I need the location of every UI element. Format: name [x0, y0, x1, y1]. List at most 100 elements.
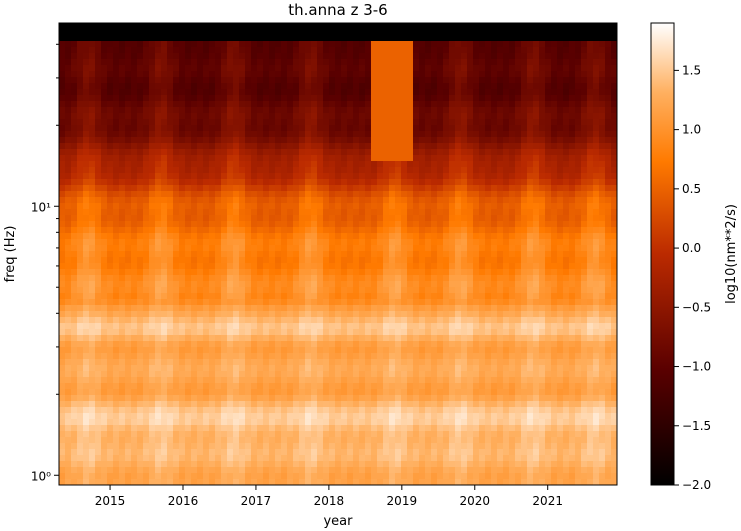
- heatmap-cell: [125, 125, 132, 132]
- heatmap-cell: [401, 257, 408, 264]
- heatmap-cell: [371, 281, 378, 288]
- heatmap-cell: [473, 113, 480, 120]
- heatmap-cell: [395, 263, 402, 270]
- heatmap-cell: [377, 107, 384, 114]
- heatmap-cell: [407, 113, 414, 120]
- heatmap-cell: [335, 23, 342, 30]
- heatmap-cell: [131, 233, 138, 240]
- heatmap-cell: [557, 173, 564, 180]
- heatmap-cell: [197, 155, 204, 162]
- heatmap-cell: [425, 155, 432, 162]
- heatmap-cell: [545, 287, 552, 294]
- heatmap-cell: [65, 329, 72, 336]
- heatmap-cell: [167, 143, 174, 150]
- heatmap-cell: [233, 323, 240, 330]
- heatmap-cell: [401, 239, 408, 246]
- heatmap-cell: [341, 269, 348, 276]
- heatmap-cell: [491, 215, 498, 222]
- heatmap-cell: [587, 179, 594, 186]
- heatmap-cell: [443, 167, 450, 174]
- heatmap-cell: [539, 323, 546, 330]
- heatmap-cell: [425, 305, 432, 312]
- heatmap-cell: [281, 125, 288, 132]
- heatmap-cell: [377, 227, 384, 234]
- heatmap-cell: [299, 173, 306, 180]
- heatmap-cell: [365, 185, 372, 192]
- heatmap-cell: [341, 137, 348, 144]
- heatmap-cell: [125, 71, 132, 78]
- heatmap-cell: [461, 95, 468, 102]
- heatmap-cell: [365, 65, 372, 72]
- heatmap-cell: [71, 155, 78, 162]
- heatmap-cell: [389, 71, 396, 78]
- heatmap-cell: [269, 323, 276, 330]
- heatmap-cell: [287, 149, 294, 156]
- heatmap-cell: [125, 245, 132, 252]
- heatmap-cell: [179, 341, 186, 348]
- heatmap-cell: [185, 263, 192, 270]
- heatmap-cell: [359, 275, 366, 282]
- heatmap-cell: [311, 107, 318, 114]
- heatmap-cell: [557, 257, 564, 264]
- heatmap-cell: [311, 173, 318, 180]
- heatmap-cell: [431, 65, 438, 72]
- heatmap-cell: [569, 23, 576, 30]
- heatmap-cell: [611, 113, 617, 120]
- heatmap-cell: [497, 35, 504, 42]
- heatmap-cell: [569, 203, 576, 210]
- heatmap-cell: [287, 311, 294, 318]
- heatmap-cell: [167, 155, 174, 162]
- heatmap-cell: [245, 197, 252, 204]
- heatmap-cell: [299, 323, 306, 330]
- heatmap-cell: [251, 137, 258, 144]
- heatmap-cell: [221, 35, 228, 42]
- heatmap-cell: [137, 113, 144, 120]
- heatmap-cell: [293, 341, 300, 348]
- heatmap-cell: [593, 23, 600, 30]
- heatmap-cell: [221, 83, 228, 90]
- heatmap-cell: [443, 95, 450, 102]
- heatmap-cell: [317, 29, 324, 36]
- heatmap-cell: [329, 161, 336, 168]
- heatmap-cell: [299, 149, 306, 156]
- heatmap-cell: [605, 137, 612, 144]
- heatmap-cell: [395, 161, 402, 168]
- heatmap-cell: [443, 305, 450, 312]
- heatmap-cell: [101, 227, 108, 234]
- heatmap-cell: [137, 275, 144, 282]
- heatmap-cell: [557, 41, 564, 48]
- heatmap-cell: [461, 161, 468, 168]
- heatmap-cell: [551, 329, 558, 336]
- heatmap-cell: [401, 53, 408, 60]
- heatmap-cell: [281, 305, 288, 312]
- heatmap-cell: [485, 173, 492, 180]
- heatmap-cell: [551, 185, 558, 192]
- heatmap-cell: [293, 311, 300, 318]
- heatmap-cell: [413, 131, 420, 138]
- heatmap-cell: [269, 77, 276, 84]
- heatmap-cell: [377, 131, 384, 138]
- heatmap-cell: [89, 131, 96, 138]
- heatmap-cell: [167, 23, 174, 30]
- heatmap-cell: [587, 227, 594, 234]
- heatmap-cell: [485, 215, 492, 222]
- heatmap-cell: [425, 335, 432, 342]
- heatmap-cell: [491, 323, 498, 330]
- heatmap-cell: [563, 323, 570, 330]
- heatmap-cell: [179, 65, 186, 72]
- heatmap-cell: [593, 59, 600, 66]
- heatmap-cell: [437, 215, 444, 222]
- heatmap-cell: [563, 53, 570, 60]
- heatmap-cell: [101, 113, 108, 120]
- heatmap-cell: [125, 65, 132, 72]
- heatmap-cell: [317, 101, 324, 108]
- heatmap-cell: [359, 263, 366, 270]
- heatmap-cell: [455, 233, 462, 240]
- heatmap-cell: [353, 95, 360, 102]
- heatmap-cell: [191, 89, 198, 96]
- heatmap-cell: [221, 311, 228, 318]
- heatmap-cell: [227, 155, 234, 162]
- heatmap-cell: [587, 101, 594, 108]
- heatmap-cell: [311, 197, 318, 204]
- heatmap-cell: [191, 143, 198, 150]
